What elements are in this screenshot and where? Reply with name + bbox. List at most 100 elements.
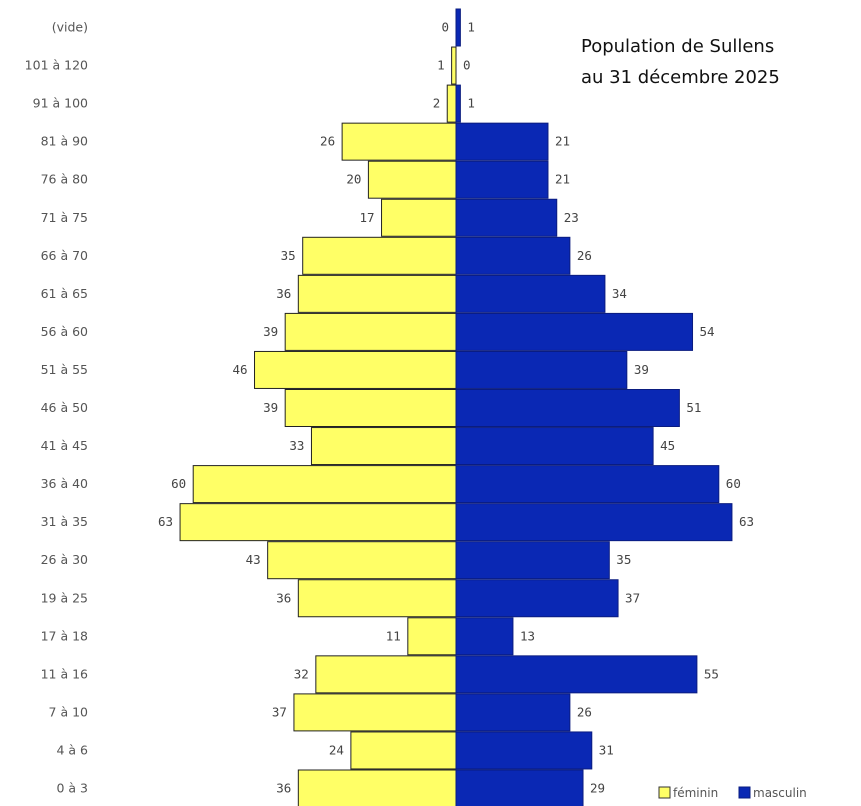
data-label-masculin: 21	[555, 134, 570, 149]
bar-feminin	[192, 465, 457, 504]
tick-label: 4 à 6	[56, 742, 88, 757]
bar-feminin	[302, 236, 457, 275]
data-label-masculin: 31	[599, 742, 614, 757]
bar-masculin	[455, 731, 593, 770]
data-label-masculin: 23	[564, 210, 579, 225]
data-label-feminin: 36	[276, 781, 291, 796]
data-label-feminin: 39	[263, 400, 278, 415]
bar-feminin	[381, 198, 457, 237]
bar-masculin	[455, 160, 549, 199]
bar-feminin	[267, 541, 457, 580]
legend-label-masculin: masculin	[753, 786, 807, 800]
tick-label: 51 à 55	[41, 362, 88, 377]
tick-label: 46 à 50	[41, 400, 88, 415]
data-label-masculin: 63	[739, 514, 754, 529]
bar-feminin	[446, 84, 457, 123]
data-label-feminin: 33	[289, 438, 304, 453]
tick-label: 61 à 65	[41, 286, 88, 301]
bar-feminin	[315, 655, 457, 694]
tick-label: 71 à 75	[41, 210, 88, 225]
legend: féminin masculin	[658, 786, 807, 800]
data-label-masculin: 26	[577, 704, 592, 719]
bar-masculin	[455, 427, 654, 466]
bar-masculin	[455, 274, 606, 313]
data-label-masculin: 45	[660, 438, 675, 453]
data-label-feminin: 35	[281, 248, 296, 263]
data-label-masculin: 26	[577, 248, 592, 263]
data-label-feminin: 1	[437, 58, 445, 73]
bar-feminin	[310, 427, 457, 466]
data-label-masculin: 34	[612, 286, 627, 301]
data-label-feminin: 0	[441, 20, 449, 35]
tick-label: 41 à 45	[41, 438, 88, 453]
tick-label: 76 à 80	[41, 172, 88, 187]
tick-label: 91 à 100	[33, 96, 88, 111]
chart-title-line-1: Population de Sullens	[581, 36, 774, 57]
bar-masculin	[455, 8, 461, 47]
tick-label: 66 à 70	[41, 248, 88, 263]
bars-group	[179, 8, 733, 806]
bar-masculin	[455, 236, 571, 275]
bar-masculin	[455, 693, 571, 732]
tick-label: 36 à 40	[41, 476, 88, 491]
bar-feminin	[179, 503, 457, 542]
data-label-feminin: 36	[276, 286, 291, 301]
tick-label: 19 à 25	[41, 590, 88, 605]
data-label-feminin: 60	[171, 476, 186, 491]
tick-label: 101 à 120	[25, 58, 88, 73]
chart-title-line-2: au 31 décembre 2025	[581, 67, 780, 88]
data-label-feminin: 43	[246, 552, 261, 567]
data-label-masculin: 37	[625, 590, 640, 605]
bar-masculin	[455, 769, 584, 806]
data-label-feminin: 32	[294, 666, 309, 681]
tick-label: 17 à 18	[41, 628, 88, 643]
bar-feminin	[341, 122, 457, 161]
bar-masculin	[455, 617, 514, 656]
data-label-feminin: 26	[320, 134, 335, 149]
bar-feminin	[293, 693, 457, 732]
data-label-feminin: 11	[386, 628, 401, 643]
data-label-feminin: 36	[276, 590, 291, 605]
data-label-feminin: 24	[329, 742, 344, 757]
data-label-masculin: 35	[616, 552, 631, 567]
bar-feminin	[297, 769, 457, 806]
data-label-masculin: 55	[704, 666, 719, 681]
tick-label: 56 à 60	[41, 324, 88, 339]
data-label-feminin: 2	[433, 96, 441, 111]
data-label-masculin: 1	[467, 20, 475, 35]
bar-masculin	[455, 579, 619, 618]
tick-label: 31 à 35	[41, 514, 88, 529]
bar-masculin	[455, 84, 461, 123]
bar-feminin	[451, 46, 457, 85]
bar-feminin	[284, 389, 457, 427]
bar-feminin	[297, 274, 457, 313]
data-label-feminin: 37	[272, 704, 287, 719]
data-label-masculin: 60	[726, 476, 741, 491]
bar-feminin	[350, 731, 457, 770]
bar-feminin	[367, 160, 457, 199]
legend-swatch-feminin	[658, 786, 671, 799]
bar-feminin	[407, 617, 457, 656]
data-label-feminin: 20	[346, 172, 361, 187]
data-label-masculin: 51	[686, 400, 701, 415]
data-label-masculin: 21	[555, 172, 570, 187]
bar-feminin	[297, 579, 457, 618]
bar-masculin	[455, 198, 558, 237]
tick-label: 11 à 16	[41, 666, 88, 681]
tick-label: 7 à 10	[49, 704, 89, 719]
tick-label: 26 à 30	[41, 552, 88, 567]
bar-masculin	[455, 465, 720, 504]
data-label-masculin: 39	[634, 362, 649, 377]
data-label-masculin: 29	[590, 781, 605, 796]
bar-masculin	[455, 541, 610, 580]
bar-masculin	[455, 389, 680, 427]
legend-swatch-masculin	[738, 786, 751, 799]
data-label-feminin: 39	[263, 324, 278, 339]
bar-masculin	[455, 312, 694, 351]
bar-masculin	[455, 503, 733, 542]
bar-masculin	[455, 122, 549, 161]
data-label-masculin: 54	[700, 324, 715, 339]
data-label-masculin: 0	[463, 58, 471, 73]
